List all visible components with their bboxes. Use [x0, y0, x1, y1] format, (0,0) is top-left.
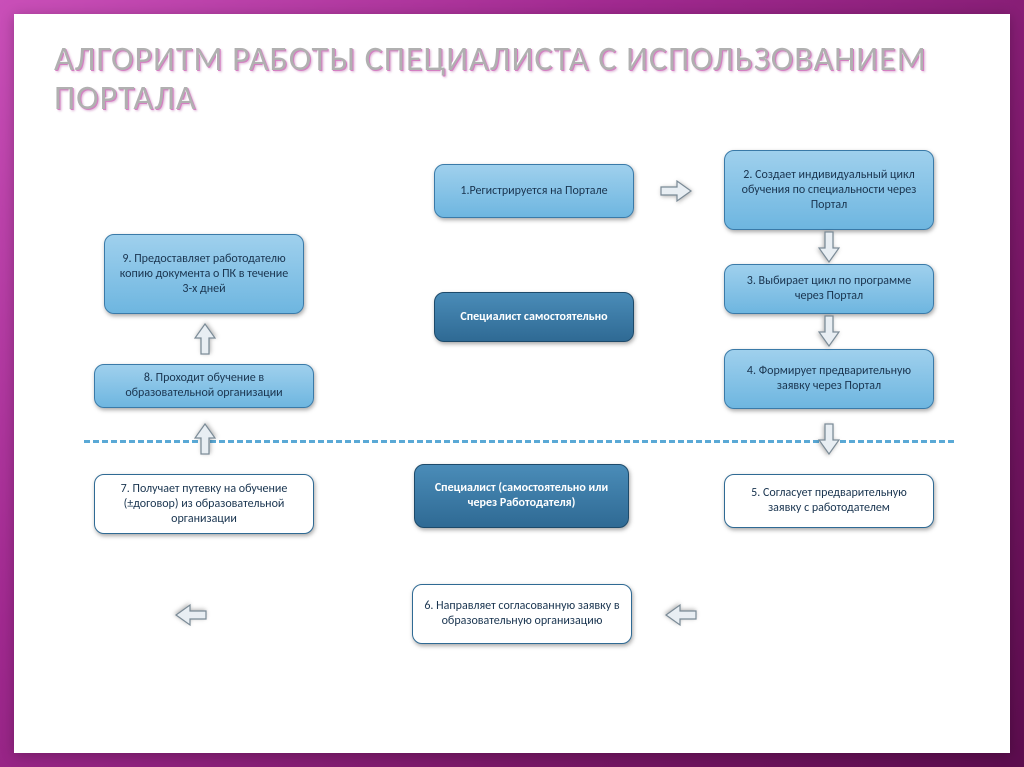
- node-label: 3. Выбирает цикл по программе через Порт…: [735, 274, 923, 304]
- step-9-provide-copy: 9. Предоставляет работодателю копию доку…: [104, 234, 304, 314]
- step-1-register: 1.Регистрируется на Портале: [434, 164, 634, 218]
- step-2-create-cycle: 2. Создает индивидуальный цикл обучения …: [724, 150, 934, 230]
- arrow-left-icon: [664, 602, 698, 628]
- step-3-select-cycle: 3. Выбирает цикл по программе через Порт…: [724, 264, 934, 314]
- arrow-down-icon: [816, 230, 842, 264]
- arrow-down-icon: [816, 314, 842, 348]
- slide-title: АЛГОРИТМ РАБОТЫ СПЕЦИАЛИСТА С ИСПОЛЬЗОВА…: [54, 40, 970, 118]
- arrow-down-icon: [816, 422, 842, 456]
- node-label: 1.Регистрируется на Портале: [460, 184, 607, 199]
- node-label: 7. Получает путевку на обучение (±догово…: [105, 482, 303, 527]
- content-panel: АЛГОРИТМ РАБОТЫ СПЕЦИАЛИСТА С ИСПОЛЬЗОВА…: [14, 14, 1010, 753]
- node-label: 9. Предоставляет работодателю копию доку…: [115, 252, 293, 297]
- arrow-up-icon: [192, 322, 218, 356]
- node-label: 8. Проходит обучение в образовательной о…: [105, 371, 303, 401]
- node-label: 2. Создает индивидуальный цикл обучения …: [735, 168, 923, 213]
- actor-specialist-or-employer: Специалист (самостоятельно или через Раб…: [414, 464, 629, 528]
- step-8-training: 8. Проходит обучение в образовательной о…: [94, 364, 314, 408]
- node-label: Специалист (самостоятельно или через Раб…: [425, 481, 618, 511]
- step-4-form-request: 4. Формирует предварительную заявку чере…: [724, 349, 934, 409]
- arrow-right-icon: [659, 178, 693, 204]
- node-label: 4. Формирует предварительную заявку чере…: [735, 364, 923, 394]
- step-5-agree: 5. Согласует предварительную заявку с ра…: [724, 474, 934, 528]
- node-label: Специалист самостоятельно: [460, 310, 607, 325]
- node-label: 6. Направляет согласованную заявку в обр…: [423, 599, 621, 629]
- node-label: 5. Согласует предварительную заявку с ра…: [735, 486, 923, 516]
- flowchart-canvas: 1.Регистрируется на Портале 2. Создает и…: [44, 134, 980, 733]
- arrow-up-icon: [192, 422, 218, 456]
- actor-specialist-self: Специалист самостоятельно: [434, 292, 634, 342]
- step-6-send: 6. Направляет согласованную заявку в обр…: [412, 584, 632, 644]
- arrow-left-icon: [174, 602, 208, 628]
- step-7-receive: 7. Получает путевку на обучение (±догово…: [94, 474, 314, 534]
